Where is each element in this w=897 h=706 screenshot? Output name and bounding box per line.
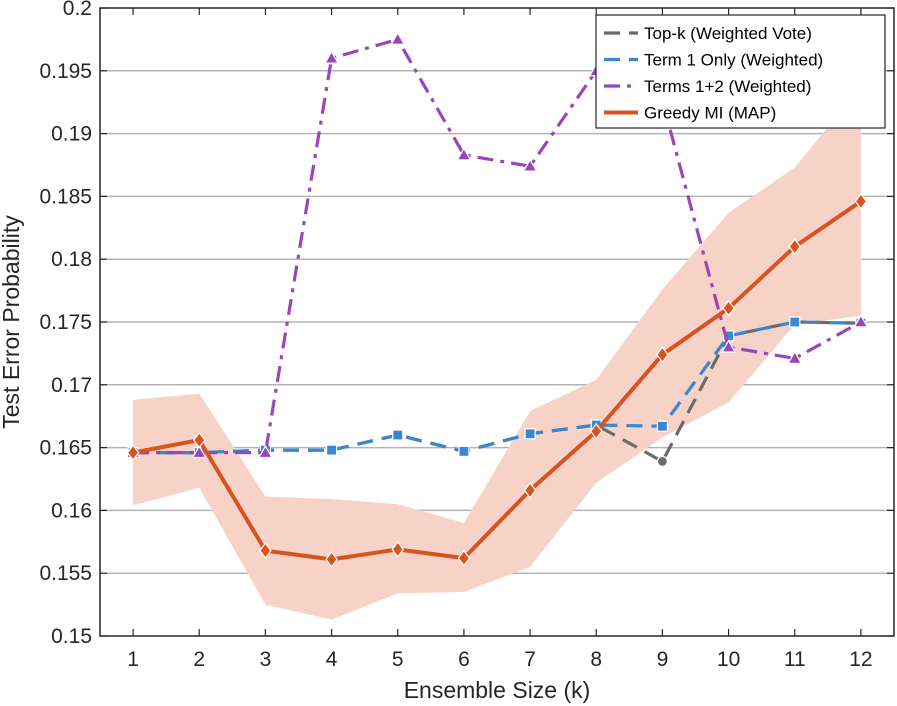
data-point <box>787 350 803 364</box>
data-point <box>721 339 737 353</box>
legend-label: Top-k (Weighted Vote) <box>644 24 812 43</box>
y-tick-label: 0.16 <box>51 499 92 522</box>
y-tick-label: 0.175 <box>39 311 92 334</box>
x-tick-labels: 1 2 3 4 5 6 7 8 9 10 11 12 <box>127 648 872 671</box>
x-tick-label: 1 <box>127 648 139 671</box>
y-tick-label: 0.15 <box>51 625 92 648</box>
x-tick-label: 2 <box>193 648 205 671</box>
y-tick-label: 0.155 <box>39 562 92 585</box>
y-tick-label: 0.195 <box>39 60 92 83</box>
series-4 <box>126 193 868 568</box>
data-point <box>854 193 868 210</box>
data-point <box>522 158 538 172</box>
data-point <box>656 346 669 364</box>
x-tick-label: 5 <box>392 648 404 671</box>
data-point <box>456 147 472 161</box>
data-point <box>788 238 802 255</box>
data-point <box>325 551 338 568</box>
y-tick-label: 0.17 <box>51 374 92 397</box>
y-tick-labels: 0.15 0.155 0.16 0.165 0.17 0.175 0.18 0.185 0.19… <box>39 0 92 648</box>
x-tick-label: 7 <box>524 648 536 671</box>
data-point <box>392 429 404 441</box>
legend-label: Terms 1+2 (Weighted) <box>644 77 811 96</box>
y-tick-label: 0.19 <box>51 123 92 146</box>
data-point <box>458 445 470 457</box>
data-point <box>259 542 272 559</box>
x-tick-label: 6 <box>458 648 470 671</box>
legend-label: Greedy MI (MAP) <box>644 104 776 123</box>
x-tick-label: 3 <box>260 648 272 671</box>
x-tick-label: 11 <box>784 648 806 671</box>
data-point <box>191 444 207 459</box>
series-line <box>132 199 863 562</box>
x-tick-label: 4 <box>326 648 338 671</box>
data-point <box>589 422 603 440</box>
data-point <box>457 549 471 567</box>
data-point <box>391 540 405 558</box>
data-point <box>656 420 669 432</box>
data-point <box>524 428 536 440</box>
data-point <box>192 431 206 449</box>
data-point <box>722 299 735 317</box>
data-point <box>126 444 140 461</box>
axes-layer <box>99 7 895 637</box>
y-tick-label: 0.18 <box>51 248 92 271</box>
legend: Top-k (Weighted Vote) Term 1 Only (Weight… <box>595 14 886 129</box>
y-tick-label: 0.165 <box>39 437 92 460</box>
series-layer <box>125 31 869 568</box>
y-tick-label: 0.185 <box>39 185 92 208</box>
x-tick-label: 10 <box>717 648 740 671</box>
x-tick-label: 9 <box>657 648 669 671</box>
x-tick-label: 8 <box>590 648 602 671</box>
data-point <box>390 31 406 45</box>
data-point <box>789 316 801 328</box>
data-point <box>853 314 869 328</box>
data-point <box>257 444 273 459</box>
series-line <box>133 320 861 455</box>
x-axis-label: Ensemble Size (k) <box>404 677 591 703</box>
legend-box <box>595 14 886 129</box>
plot-frame <box>99 7 895 637</box>
x-tick-label: 12 <box>849 648 872 671</box>
data-point <box>656 455 669 468</box>
legend-label: Term 1 Only (Weighted) <box>644 51 823 70</box>
data-point <box>324 50 340 64</box>
data-point <box>523 481 537 499</box>
y-axis-label: Test Error Probability <box>0 215 24 429</box>
y-tick-label: 0.2 <box>63 0 92 20</box>
data-point <box>325 444 338 456</box>
